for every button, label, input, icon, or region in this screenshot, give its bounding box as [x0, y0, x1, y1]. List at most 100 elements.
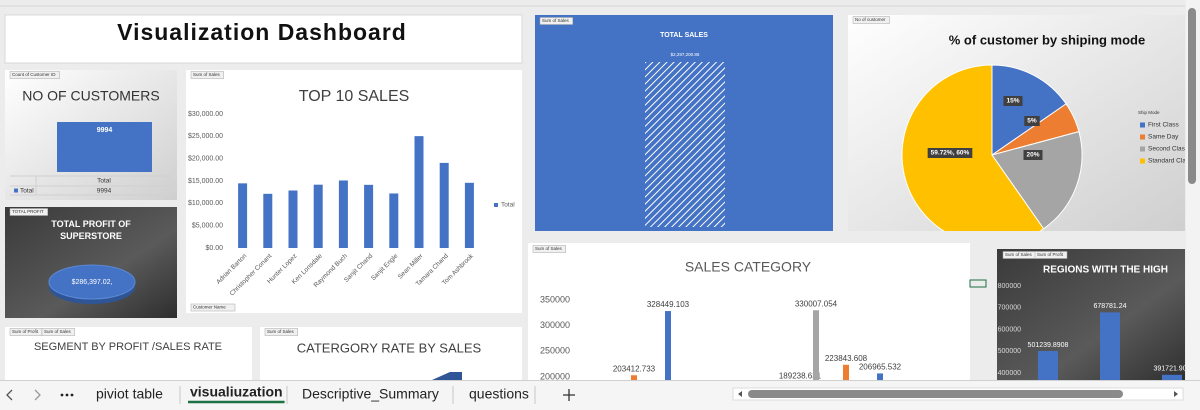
field-button: Sum of Sales	[193, 72, 221, 77]
data-label: 15%	[1006, 98, 1019, 105]
selected-cell	[969, 279, 987, 288]
chart: Sum of Profit Sum of Sales SEGMENT BY PROF…	[9, 328, 222, 353]
legend-swatch	[494, 203, 498, 207]
data-label: 5%	[1027, 118, 1037, 125]
add-sheet[interactable]	[563, 389, 575, 401]
field-button: Customer Name	[193, 305, 226, 310]
bar	[464, 182, 474, 248]
y-tick-label: 500000	[998, 348, 1021, 355]
data-label: 223843.608	[825, 354, 868, 363]
bar	[877, 373, 883, 383]
y-tick-label: 200000	[540, 371, 570, 381]
sheet-tab[interactable]: questions	[469, 386, 529, 402]
scroll-thumb[interactable]	[748, 390, 1123, 398]
field-button: Sum of Sales	[1005, 252, 1033, 257]
legend-title: Ship Mode	[1138, 110, 1160, 115]
data-label: 678781.24	[1093, 303, 1126, 310]
y-tick-label: 800000	[998, 283, 1021, 290]
chart-title: CATERGORY RATE BY SALES	[297, 340, 482, 355]
field-button: Sum of Profit	[1037, 252, 1064, 257]
chart-title: NO OF CUSTOMERS	[22, 88, 159, 104]
bar	[414, 136, 424, 248]
field-button: No of customer	[855, 17, 886, 22]
sheet-tab[interactable]: visualiuzation	[190, 384, 283, 400]
field-button: Sum of Sales	[535, 246, 563, 251]
legend-swatch	[1140, 158, 1145, 164]
chart: No of customer % of customer by shiping m…	[852, 16, 1193, 231]
chart-title: SALES CATEGORY	[685, 259, 812, 275]
data-label: $286,397.02,	[72, 279, 113, 286]
table-value: 9994	[97, 188, 112, 195]
bar	[1038, 350, 1058, 384]
field-button-bg	[41, 328, 76, 336]
y-tick-label: $10,000.00	[188, 200, 223, 207]
legend-label: Total	[501, 202, 515, 209]
data-label-bg	[927, 148, 973, 158]
pie-slice	[991, 64, 1067, 156]
disc	[48, 264, 136, 300]
chart: Count of Customer ID NO OF CUSTOMERS 9994 T…	[9, 71, 172, 196]
sheet-tab[interactable]: piviot table	[96, 386, 163, 402]
pie-slice	[991, 131, 1083, 230]
legend-swatch	[1140, 146, 1145, 152]
bar	[665, 311, 671, 383]
field-button: Sum of Sales	[267, 329, 295, 334]
chart-title: REGIONS WITH THE HIGH	[1043, 265, 1168, 276]
bar	[263, 193, 273, 248]
data-label: 206965.532	[859, 363, 902, 372]
y-tick-label: $0.00	[205, 245, 223, 252]
data-label: 328449.103	[647, 300, 690, 309]
scroll-left[interactable]	[738, 391, 742, 397]
data-label: 330007.054	[795, 299, 838, 308]
field-button-bg	[190, 71, 225, 79]
sheet-tab[interactable]: Descriptive_Summary	[302, 386, 439, 402]
chart-title: TOP 10 SALES	[299, 88, 410, 105]
bar	[238, 183, 248, 248]
shape	[432, 372, 462, 380]
chart-title: SEGMENT BY PROFIT /SALES RATE	[34, 341, 222, 353]
field-button-bg	[190, 303, 236, 312]
legend-label: Standard Class	[1148, 158, 1193, 165]
bar	[1162, 374, 1182, 384]
legend-swatch	[1140, 134, 1145, 140]
field-button: Count of Customer ID	[12, 72, 56, 77]
bar	[1100, 312, 1120, 384]
title-panel	[4, 14, 523, 64]
panel	[528, 243, 970, 383]
data-label: 501239.8908	[1028, 342, 1069, 349]
data-label-bg	[1023, 150, 1043, 160]
bar	[843, 364, 849, 383]
legend-swatch	[1140, 122, 1145, 128]
chart-title: % of customer by shiping mode	[949, 32, 1145, 47]
title-box: TOTAL PROFIT OF SUPERSTORE	[51, 219, 131, 241]
legend-label: Total	[20, 188, 34, 195]
y-tick-label: $5,000.00	[192, 223, 223, 230]
y-tick-label: 400000	[998, 370, 1021, 377]
chart-title: TOTAL SALES	[660, 32, 708, 39]
more-sheets[interactable]	[60, 393, 74, 397]
field-button: Sum of Sales	[44, 329, 72, 334]
bar	[288, 190, 298, 248]
y-tick-label: $30,000.00	[188, 111, 223, 118]
bar	[57, 122, 152, 172]
y-tick-label: $15,000.00	[188, 178, 223, 185]
chart: Sum of Sales SALES CATEGORY 200000 250000 30…	[532, 245, 902, 383]
data-label: 189238.631	[779, 372, 822, 381]
data-label: 9994	[97, 127, 113, 134]
field-button-bg	[532, 245, 567, 253]
y-tick-label: $20,000.00	[188, 156, 223, 163]
scroll-thumb[interactable]	[1188, 8, 1196, 184]
next-sheet[interactable]	[34, 389, 41, 401]
data-label-bg	[1003, 96, 1023, 106]
scroll-right[interactable]	[1174, 391, 1178, 397]
data-label-bg	[1024, 116, 1040, 126]
panel	[260, 327, 522, 387]
field-button-bg	[9, 71, 60, 79]
data-label: $2,297,200.86	[671, 52, 700, 57]
bar	[813, 310, 819, 383]
data-label: 391721.905	[1154, 366, 1191, 373]
prev-sheet[interactable]	[6, 389, 13, 401]
pie-slice	[901, 64, 1045, 231]
y-tick-label: 700000	[998, 305, 1021, 312]
tab-bar: piviot table visualiuzation Descriptive_…	[0, 380, 1200, 410]
